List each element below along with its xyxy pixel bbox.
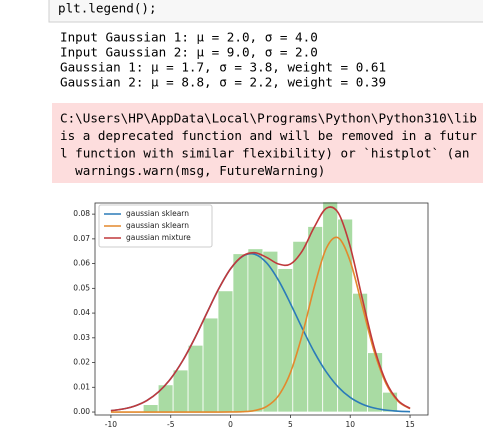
stdout-line: Gaussian 1: μ = 1.7, σ = 3.8, weight = 0…	[60, 60, 386, 75]
stderr-line: is a deprecated function and will be rem…	[60, 128, 477, 143]
legend-label: gaussian sklearn	[126, 209, 189, 218]
hist-bar	[232, 253, 249, 413]
code-cell	[48, 0, 483, 23]
stderr-line: l function with similar flexibility) or …	[60, 146, 469, 161]
y-tick-label: 0.01	[73, 382, 90, 391]
hist-bar	[322, 201, 339, 413]
x-tick-label: 10	[345, 420, 355, 429]
y-tick-label: 0.02	[73, 358, 90, 367]
legend-label: gaussian mixture	[126, 233, 191, 242]
y-tick-label: 0.08	[73, 209, 90, 218]
stdout-line: Gaussian 2: μ = 8.8, σ = 2.2, weight = 0…	[60, 75, 386, 90]
stdout-line: Input Gaussian 2: μ = 9.0, σ = 2.0	[60, 45, 318, 60]
stderr-line: C:\Users\HP\AppData\Local\Programs\Pytho…	[60, 111, 477, 126]
hist-bar	[277, 268, 294, 413]
hist-bar	[247, 248, 264, 413]
x-tick-label: 5	[288, 420, 293, 429]
hist-bar	[187, 344, 204, 413]
stderr-line: warnings.warn(msg, FutureWarning)	[60, 163, 325, 178]
hist-bar	[217, 290, 234, 413]
legend-box	[98, 204, 213, 248]
stdout-line: Input Gaussian 1: μ = 2.0, σ = 4.0	[60, 30, 318, 45]
hist-bar	[157, 384, 174, 413]
hist-bar	[202, 317, 219, 413]
plot-frame	[94, 202, 429, 416]
y-tick-label: 0.07	[73, 234, 90, 243]
hist-bar	[172, 369, 189, 413]
hist-bar	[292, 240, 309, 413]
hist-bar	[367, 352, 383, 413]
y-tick-label: 0.05	[73, 283, 90, 292]
x-tick-label: 15	[405, 420, 415, 429]
curve	[110, 206, 411, 412]
x-tick-label: 0	[228, 420, 233, 429]
legend-label: gaussian sklearn	[126, 221, 189, 230]
y-tick-label: 0.06	[73, 259, 90, 268]
x-tick-label: -10	[105, 420, 117, 429]
y-tick-label: 0.00	[73, 407, 90, 416]
y-tick-label: 0.04	[73, 308, 90, 317]
hist-bar	[142, 404, 159, 413]
hist-bar	[382, 391, 398, 413]
y-tick-label: 0.03	[73, 333, 90, 342]
stderr-block	[52, 103, 483, 183]
code-line: plt.legend();	[58, 1, 157, 16]
curve	[110, 236, 411, 413]
x-tick-label: -5	[167, 420, 175, 429]
hist-bar	[307, 226, 324, 413]
